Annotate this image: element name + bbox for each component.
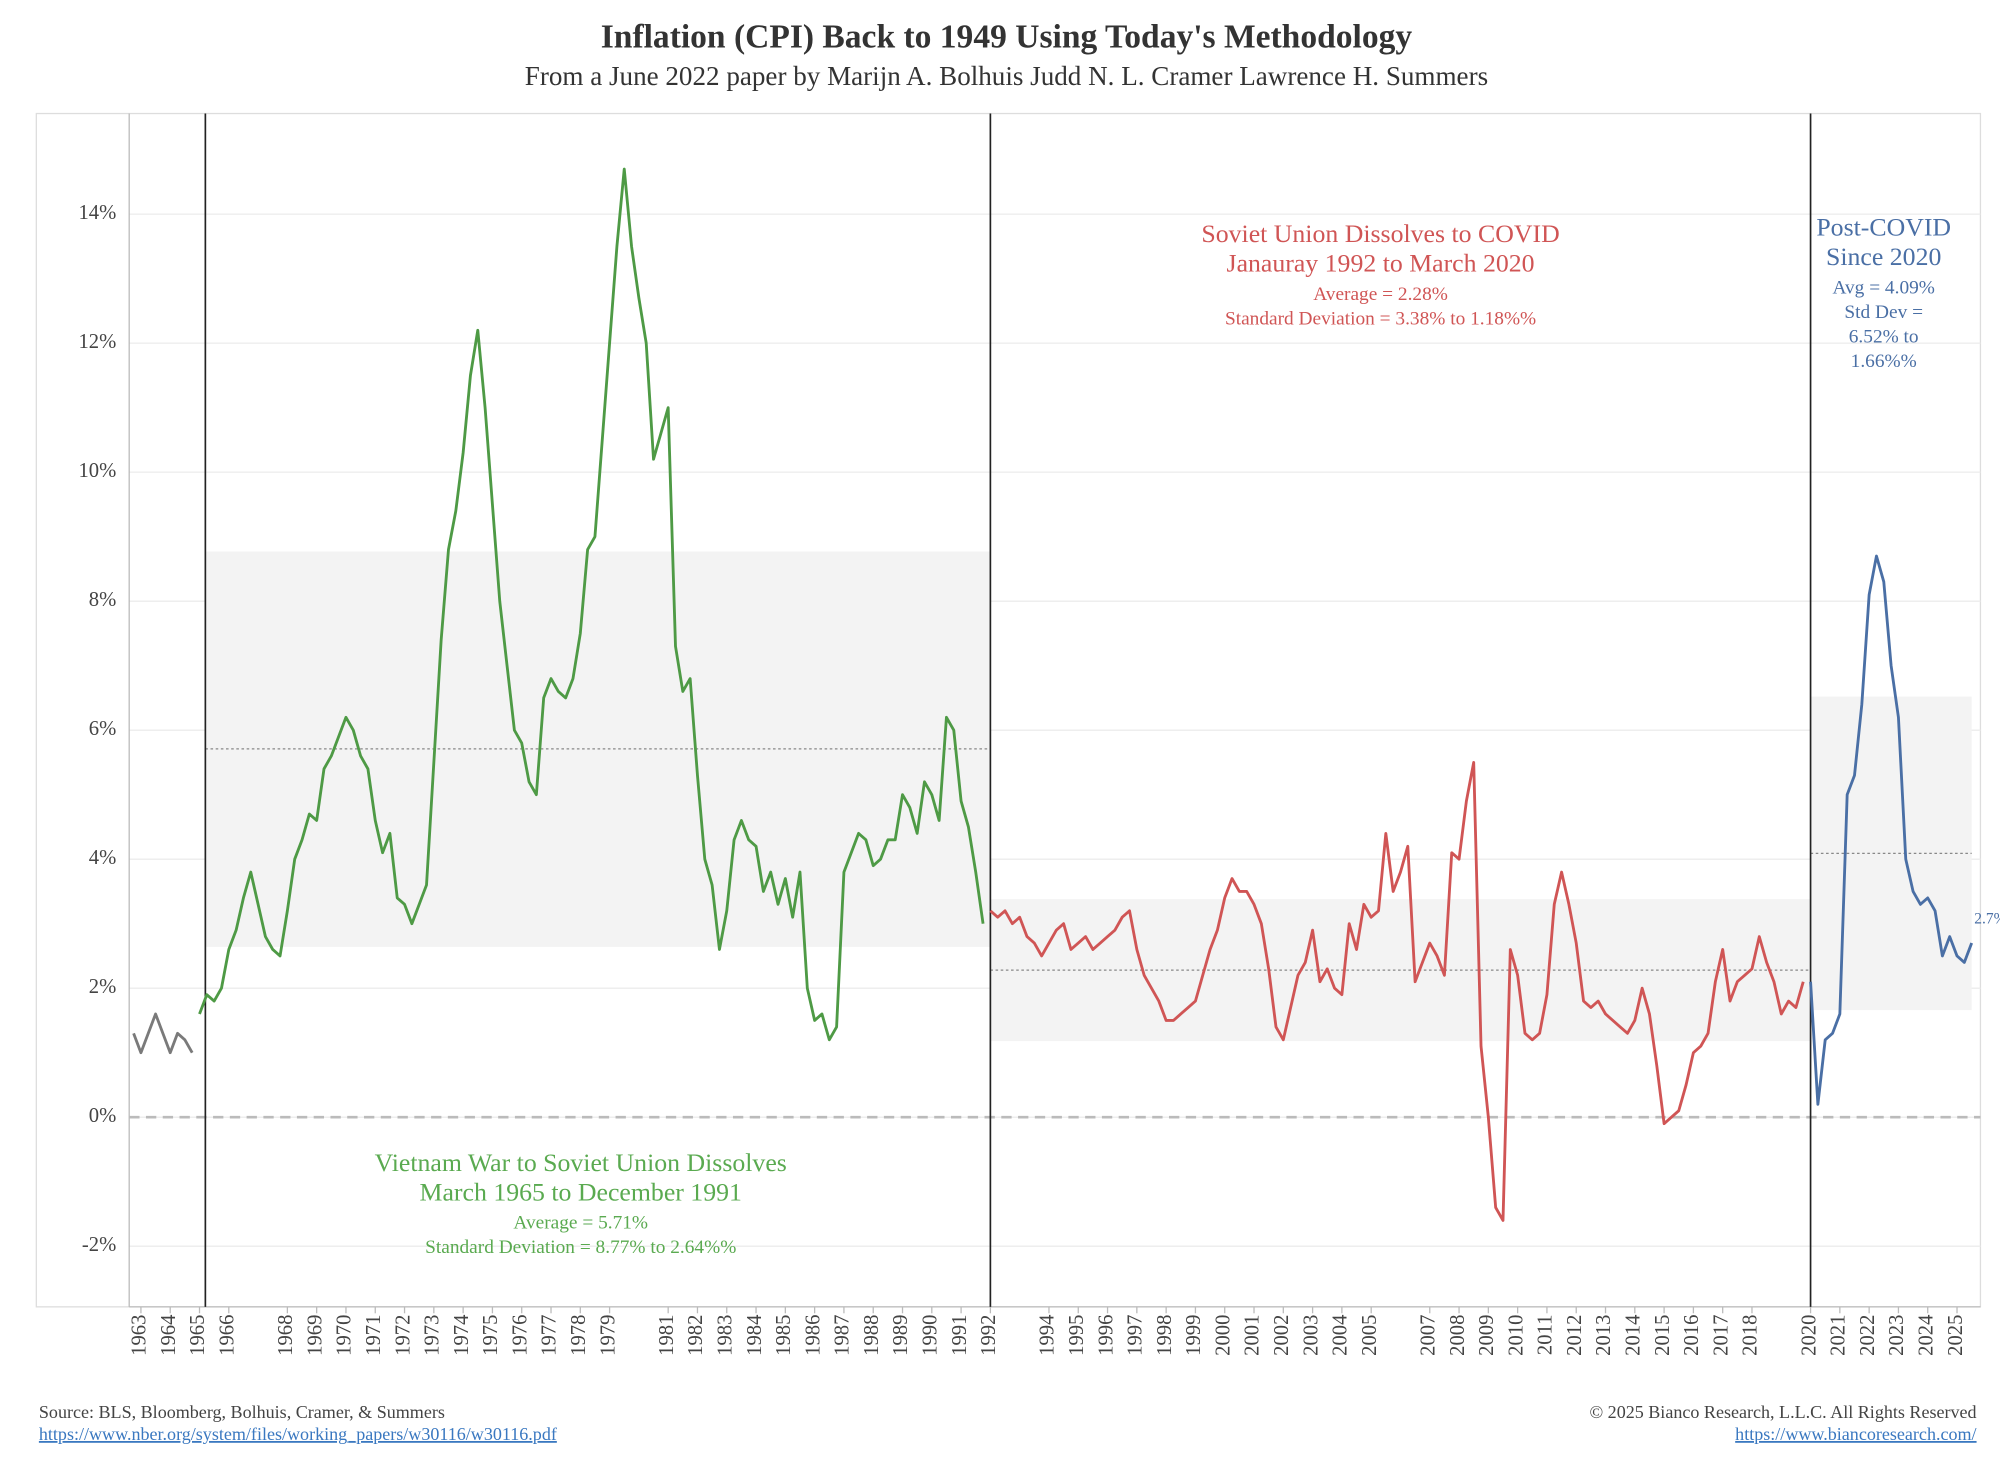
x-tick-label: 2022 [1857,1315,1879,1356]
x-tick-label: 2025 [1945,1315,1967,1356]
x-tick-label: 2020 [1798,1315,1820,1356]
x-tick-label: 1978 [568,1315,590,1356]
chart-title: Inflation (CPI) Back to 1949 Using Today… [601,19,1413,56]
x-tick-label: 1997 [1125,1315,1147,1356]
x-tick-label: 1966 [217,1315,239,1356]
x-tick-label: 1984 [744,1315,766,1356]
x-tick-label: 1996 [1095,1315,1117,1356]
x-tick-label: 1988 [861,1315,883,1356]
chart-subtitle: From a June 2022 paper by Marijn A. Bolh… [525,61,1488,91]
x-tick-label: 2005 [1359,1315,1381,1356]
x-tick-label: 2009 [1476,1315,1498,1356]
copyright-link[interactable]: https://www.biancoresearch.com/ [1735,1424,1977,1444]
x-tick-label: 1995 [1066,1315,1088,1356]
period-label: Since 2020 [1826,242,1941,271]
x-tick-label: 1991 [949,1315,971,1356]
x-tick-label: 2012 [1564,1315,1586,1356]
x-tick-label: 2000 [1212,1315,1234,1356]
x-tick-label: 1994 [1037,1315,1059,1356]
y-tick-label: 8% [89,589,116,611]
x-tick-label: 1999 [1183,1315,1205,1356]
x-tick-label: 1981 [656,1315,678,1356]
series-line [989,761,1805,1222]
x-tick-label: 2017 [1710,1315,1732,1356]
x-tick-label: 1974 [451,1315,473,1356]
source: Source: BLS, Bloomberg, Bolhuis, Cramer,… [39,1402,445,1422]
x-tick-label: 2004 [1330,1315,1352,1356]
x-tick-label: 1985 [773,1315,795,1356]
x-tick-label: 2016 [1681,1315,1703,1356]
y-tick-label: 0% [89,1105,116,1127]
x-tick-label: 1992 [978,1315,1000,1356]
x-tick-label: 1983 [714,1315,736,1356]
y-tick-label: 10% [78,460,116,482]
x-tick-label: 2013 [1593,1315,1615,1356]
period-label: Soviet Union Dissolves to COVID [1201,219,1559,248]
x-tick-label: 1973 [422,1315,444,1356]
x-tick-label: 1975 [480,1315,502,1356]
period-label: Average = 5.71% [513,1213,648,1234]
x-tick-label: 2008 [1447,1315,1469,1356]
x-tick-label: 1965 [187,1315,209,1356]
x-tick-label: 1969 [304,1315,326,1356]
x-tick-label: 1968 [275,1315,297,1356]
x-tick-label: 2007 [1417,1315,1439,1356]
x-tick-label: 1979 [597,1315,619,1356]
series-line [1809,554,1973,1106]
period-label: March 1965 to December 1991 [420,1178,742,1207]
y-tick-label: -2% [82,1234,116,1256]
source-link[interactable]: https://www.nber.org/system/files/workin… [39,1424,558,1444]
period-label: 6.52% to [1849,326,1919,347]
x-tick-label: 2014 [1623,1315,1645,1356]
period-label: Janauray 1992 to March 2020 [1227,249,1535,278]
std-band [1810,696,1972,1011]
period-label: 1.66%% [1851,351,1917,372]
period-label: Vietnam War to Soviet Union Dissolves [375,1148,787,1177]
x-tick-label: 1963 [129,1315,151,1356]
x-tick-label: 1970 [334,1315,356,1356]
x-tick-label: 2010 [1505,1315,1527,1356]
x-tick-label: 1971 [363,1315,385,1356]
period-label: Std Dev = [1844,302,1923,323]
x-tick-label: 2002 [1271,1315,1293,1356]
x-tick-label: 1986 [802,1315,824,1356]
x-tick-label: 1972 [392,1315,414,1356]
x-tick-label: 2018 [1740,1315,1762,1356]
period-label: Average = 2.28% [1313,284,1448,305]
period-label: Standard Deviation = 3.38% to 1.18%% [1225,308,1536,329]
x-tick-label: 2003 [1300,1315,1322,1356]
period-label: Post-COVID [1816,213,1951,242]
x-tick-label: 2011 [1535,1315,1557,1355]
y-tick-label: 12% [78,331,116,353]
y-tick-label: 6% [89,718,116,740]
period-label: Standard Deviation = 8.77% to 2.64%% [425,1237,736,1258]
x-tick-label: 2015 [1652,1315,1674,1356]
x-tick-label: 1989 [890,1315,912,1356]
period-label: Avg = 4.09% [1832,277,1934,298]
x-tick-label: 2024 [1915,1315,1937,1356]
x-tick-label: 2001 [1242,1315,1264,1356]
x-tick-label: 1998 [1154,1315,1176,1356]
copyright: © 2025 Bianco Research, L.L.C. All Right… [1589,1402,1976,1422]
x-tick-label: 1990 [920,1315,942,1356]
x-tick-label: 1976 [509,1315,531,1356]
x-tick-label: 2023 [1886,1315,1908,1356]
x-tick-label: 1982 [685,1315,707,1356]
x-tick-label: 1987 [832,1315,854,1356]
y-tick-label: 14% [78,202,116,224]
x-tick-label: 2021 [1828,1315,1850,1356]
series-line [198,167,985,1042]
end-label: 2.7% [1974,910,2000,927]
x-tick-label: 1964 [158,1315,180,1356]
x-tick-label: 1977 [539,1315,561,1356]
y-tick-label: 4% [89,847,116,869]
y-tick-label: 2% [89,976,116,998]
series-line [132,1012,194,1055]
